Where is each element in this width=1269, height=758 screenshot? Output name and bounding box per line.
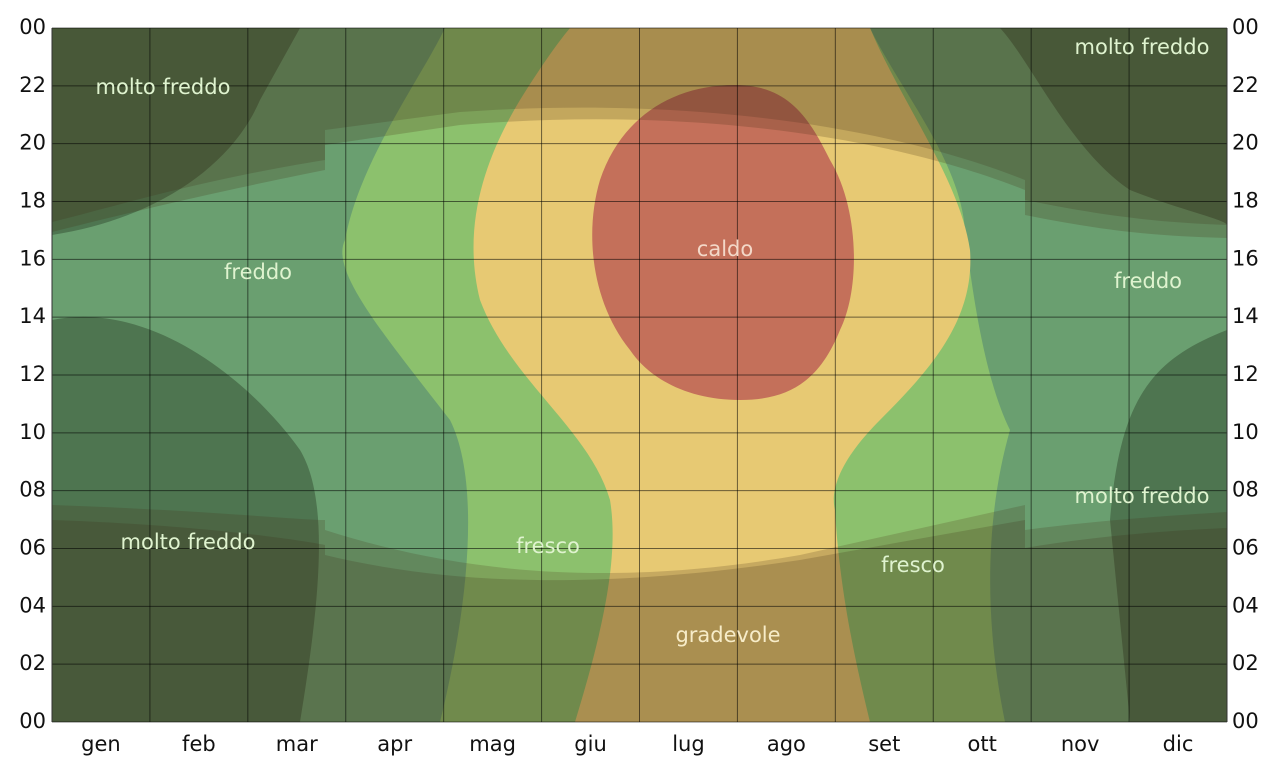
zone-label: fresco [516,534,580,558]
y-tick-label-right: 18 [1232,189,1259,213]
y-tick-label-right: 00 [1232,709,1259,733]
zone-label: gradevole [675,623,780,647]
y-tick-label-right: 22 [1232,73,1259,97]
x-tick-label: gen [81,732,121,756]
y-tick-label-right: 02 [1232,651,1259,675]
x-tick-label: nov [1061,732,1100,756]
zone-label: freddo [1114,269,1182,293]
y-tick-label-right: 12 [1232,362,1259,386]
y-tick-label: 02 [19,651,46,675]
y-tick-label-right: 00 [1232,15,1259,39]
zone-caldo [592,85,854,400]
y-tick-label: 18 [19,189,46,213]
y-tick-label-right: 16 [1232,246,1259,270]
x-tick-label: mag [469,732,516,756]
zone-label: molto freddo [1075,484,1210,508]
x-tick-label: set [868,732,900,756]
zone-label: caldo [697,237,753,261]
y-tick-label: 10 [19,420,46,444]
y-tick-label: 22 [19,73,46,97]
y-tick-label: 06 [19,536,46,560]
y-tick-label-right: 04 [1232,593,1259,617]
y-tick-label-right: 14 [1232,304,1259,328]
y-tick-label: 00 [19,709,46,733]
y-tick-label-right: 08 [1232,478,1259,502]
y-tick-label-right: 10 [1232,420,1259,444]
x-tick-label: feb [182,732,216,756]
zone-label: molto freddo [121,530,256,554]
x-tick-label: giu [574,732,606,756]
y-tick-label: 14 [19,304,46,328]
zone-label: molto freddo [1075,35,1210,59]
y-tick-label-right: 06 [1232,536,1259,560]
x-tick-label: lug [672,732,704,756]
y-tick-label: 00 [19,15,46,39]
zone-label: molto freddo [96,75,231,99]
x-tick-label: ago [767,732,806,756]
y-tick-label: 08 [19,478,46,502]
y-tick-label: 16 [19,246,46,270]
zone-label: freddo [224,260,292,284]
y-tick-label: 12 [19,362,46,386]
x-tick-label: dic [1163,732,1194,756]
y-tick-label: 04 [19,593,46,617]
y-tick-label: 20 [19,131,46,155]
grid [52,27,1227,723]
x-tick-label: apr [377,732,412,756]
x-tick-label: ott [968,732,997,756]
zone-label: fresco [881,553,945,577]
y-tick-label-right: 20 [1232,131,1259,155]
x-tick-label: mar [276,732,318,756]
